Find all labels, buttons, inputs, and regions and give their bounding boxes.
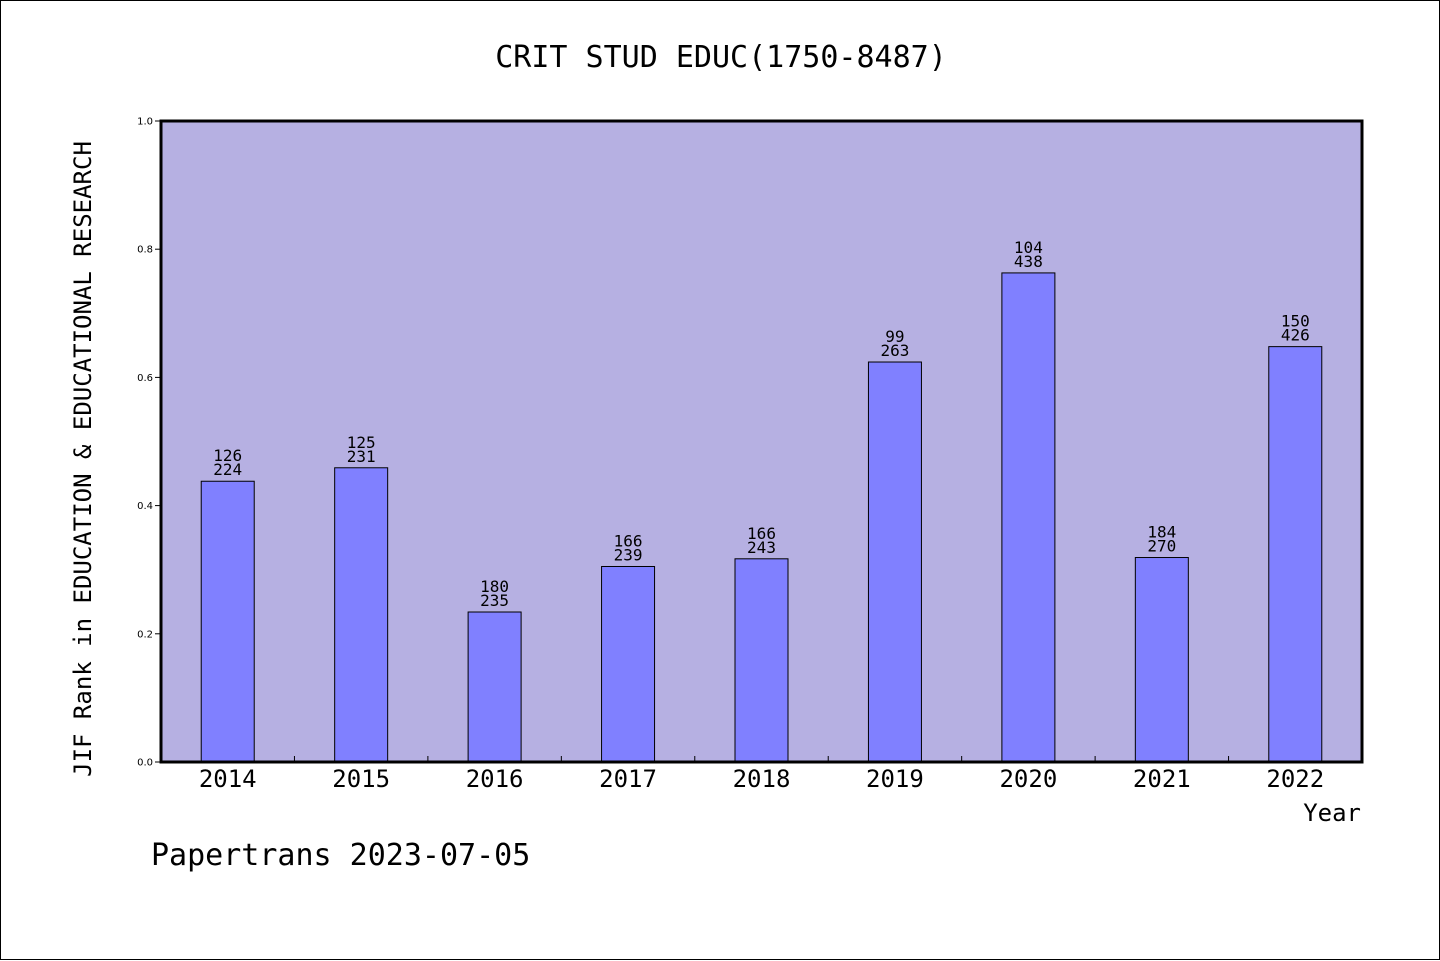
data-label-total: 438 [1014,252,1043,271]
data-label-total: 263 [880,341,909,360]
data-label-rank: 166 [614,531,643,550]
x-axis: 2014 2015 2016 2017 2018 2019 2020 2021 2022 [199,756,1324,793]
bar [1268,346,1323,763]
data-label-total: 239 [614,545,643,564]
x-tick-label: 2021 [1133,765,1191,793]
chart-title: CRIT STUD EDUC(1750-8487) [495,40,947,75]
data-label-rank: 99 [885,327,904,346]
bar [1001,272,1056,763]
x-tick-label: 2017 [599,765,657,793]
data-label-rank: 125 [347,433,376,452]
y-axis-label: JIF Rank in EDUCATION & EDUCATIONAL RESE… [69,141,97,777]
data-labels: 1262241252311802351662391662439926310443… [213,238,1309,610]
y-tick-label: 0.0 [137,758,153,769]
data-label-rank: 166 [747,524,776,543]
data-label-total: 243 [747,538,776,557]
data-label-rank: 180 [480,577,509,596]
y-tick-label: 0.2 [137,629,153,640]
plot-frame [159,119,1364,764]
bars [200,272,1323,763]
bar [867,361,922,763]
data-label-total: 426 [1281,326,1310,345]
data-label-rank: 104 [1014,238,1043,257]
y-tick-label: 0.8 [137,245,153,256]
y-axis: 0.0 0.2 0.4 0.6 0.8 1.0 [137,117,161,769]
y-tick-label: 0.6 [137,373,153,384]
bar [734,558,789,763]
bar [1134,557,1189,763]
bar [200,480,255,763]
y-tick-label: 0.4 [137,501,153,512]
x-tick-label: 2020 [999,765,1057,793]
data-label-rank: 126 [213,446,242,465]
bar [467,611,522,763]
data-label-total: 231 [347,447,376,466]
data-label-rank: 150 [1281,312,1310,331]
x-axis-label: Year [1303,799,1361,827]
x-tick-label: 2015 [332,765,390,793]
x-tick-label: 2022 [1266,765,1324,793]
data-label-total: 235 [480,591,509,610]
data-label-total: 224 [213,460,242,479]
x-tick-label: 2019 [866,765,924,793]
bar [334,467,389,763]
data-label-rank: 184 [1147,523,1176,542]
data-label-total: 270 [1147,537,1176,556]
x-tick-label: 2014 [199,765,257,793]
y-tick-label: 1.0 [137,117,153,128]
bar [601,565,656,763]
x-tick-label: 2016 [466,765,524,793]
footer-text: Papertrans 2023-07-05 [151,838,530,873]
x-tick-label: 2018 [733,765,791,793]
